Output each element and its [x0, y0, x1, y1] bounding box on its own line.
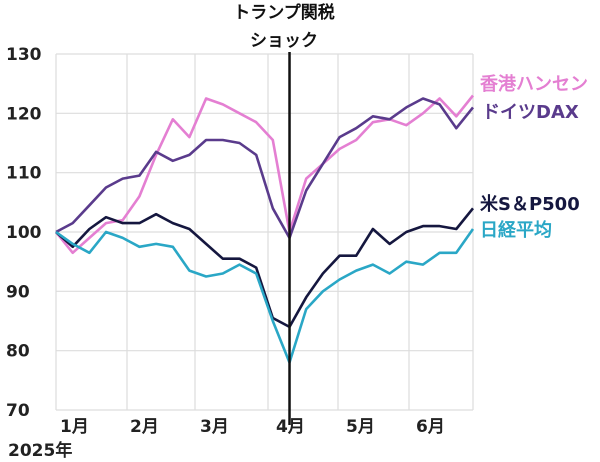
series-line-2	[55, 207, 475, 329]
y-tick-label: 100	[6, 223, 42, 243]
y-tick-label: 130	[6, 45, 42, 65]
y-axis: 70 80 90 100 110 120 130	[6, 45, 42, 421]
series-line-1	[55, 97, 475, 240]
x-tick-label: 4月	[276, 417, 305, 437]
series-lines	[54, 94, 475, 364]
x-tick-label: 3月	[200, 417, 229, 437]
y-tick-label: 110	[6, 164, 42, 184]
x-tick-label: 6月	[416, 417, 445, 437]
series-line-3	[55, 228, 475, 364]
annotation-line2: ショック	[250, 31, 318, 51]
x-axis: 1月 2月 3月 4月 5月 6月	[60, 417, 445, 437]
legend-nikkei: 日経平均	[480, 219, 552, 241]
grid	[55, 53, 474, 411]
year-label: 2025年	[8, 440, 72, 461]
series-line-0	[54, 94, 475, 255]
legend-sp500: 米S＆P500	[480, 193, 580, 215]
y-tick-label: 70	[6, 401, 30, 421]
y-tick-label: 90	[6, 282, 30, 302]
legend-hang-seng: 香港ハンセン	[479, 74, 588, 95]
y-tick-label: 120	[6, 104, 42, 124]
x-tick-label: 1月	[60, 417, 89, 437]
annotation-line1: トランプ関税	[233, 2, 335, 23]
x-tick-label: 5月	[346, 417, 375, 437]
y-tick-label: 80	[6, 342, 30, 362]
legend-dax: ドイツDAX	[482, 102, 579, 123]
x-tick-label: 2月	[130, 417, 159, 437]
